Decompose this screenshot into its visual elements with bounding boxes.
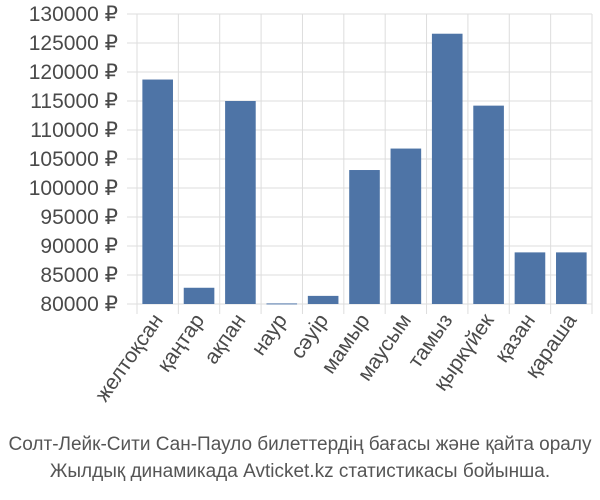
y-tick-label: 100000 ₽ [29, 177, 118, 200]
y-tick-label: 120000 ₽ [29, 61, 118, 84]
bar-10 [514, 252, 546, 304]
bar-6 [349, 170, 380, 304]
bar-4 [266, 303, 298, 305]
y-tick-label: 90000 ₽ [40, 235, 118, 258]
bar-9 [473, 105, 504, 304]
chart-caption-line-2: Жылдық динамикада Avticket.kz статистика… [49, 461, 551, 482]
bar-1 [142, 79, 173, 304]
y-axis-ticks: 80000 ₽ 85000 ₽ 90000 ₽ 95000 ₽ 100000 ₽ 1050… [29, 3, 118, 316]
bar-8 [431, 33, 463, 304]
x-tick-label: наур [247, 310, 292, 360]
y-tick-label: 105000 ₽ [29, 148, 118, 171]
bars [142, 33, 587, 305]
x-axis-labels: желтоқсанқаңтарақпаннаурсәуірмамырмаусым… [91, 309, 582, 406]
y-tick-label: 80000 ₽ [40, 293, 118, 316]
y-tick-label: 85000 ₽ [40, 264, 118, 287]
bar-5 [307, 295, 339, 304]
bar-chart: 80000 ₽ 85000 ₽ 90000 ₽ 95000 ₽ 100000 ₽ 1050… [29, 3, 593, 406]
y-tick-label: 115000 ₽ [30, 90, 118, 113]
chart-caption-line-1: Солт-Лейк-Сити Сан-Пауло билеттердің бағ… [8, 434, 592, 455]
y-tick-label: 125000 ₽ [29, 32, 118, 55]
bar-2 [183, 287, 215, 304]
x-tick-label: ақпан [200, 310, 251, 369]
bar-3 [225, 101, 256, 304]
bar-11 [556, 252, 587, 304]
y-tick-label: 110000 ₽ [30, 119, 118, 142]
y-tick-label: 130000 ₽ [29, 3, 118, 26]
grid-lines [127, 13, 593, 314]
bar-7 [390, 148, 422, 304]
y-tick-label: 95000 ₽ [40, 206, 118, 229]
